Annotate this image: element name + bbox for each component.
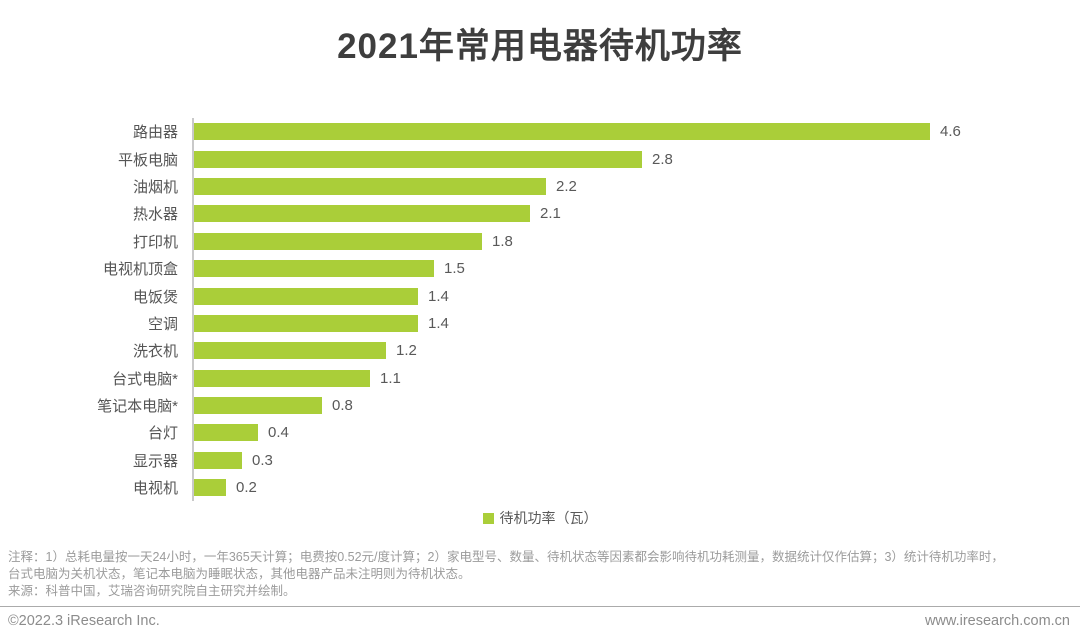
chart-row: 油烟机 2.2	[0, 172, 1080, 201]
bar-track: 0.8	[192, 391, 1080, 420]
source-line: 来源：科普中国，艾瑞咨询研究院自主研究并绘制。	[8, 583, 296, 598]
bar	[194, 314, 418, 332]
chart-row: 显示器 0.3	[0, 446, 1080, 475]
bar-track: 2.1	[192, 200, 1080, 228]
category-label: 电视机顶盒	[102, 261, 178, 279]
chart-row: 台灯 0.4	[0, 419, 1080, 447]
category-label: 热水器	[132, 206, 178, 224]
footer-divider	[0, 606, 1080, 607]
bar	[194, 123, 930, 141]
bar	[194, 150, 642, 168]
bar	[194, 369, 370, 387]
footer: ©2022.3 iResearch Inc. www.iresearch.com…	[8, 613, 1070, 629]
legend-label: 待机功率（瓦）	[499, 510, 598, 526]
bar	[194, 177, 546, 195]
bar-track: 2.8	[192, 145, 1080, 173]
bar-track: 1.5	[192, 254, 1080, 283]
category-label: 笔记本电脑*	[97, 398, 178, 416]
bar-track: 2.2	[192, 172, 1080, 201]
bar-track: 0.2	[192, 474, 1080, 502]
value-label: 1.1	[380, 369, 401, 387]
chart-row: 电饭煲 1.4	[0, 282, 1080, 310]
value-label: 1.4	[428, 287, 449, 305]
category-label: 路由器	[132, 124, 178, 142]
bar-track: 0.3	[192, 446, 1080, 475]
value-label: 1.4	[428, 314, 449, 332]
category-label: 平板电脑	[117, 151, 178, 169]
footnotes: 注释：1）总耗电量按一天24小时，一年365天计算；电费按0.52元/度计算；2…	[8, 549, 1072, 599]
value-label: 0.8	[332, 397, 353, 415]
bar-track: 1.8	[192, 227, 1080, 255]
category-label: 台式电脑*	[112, 370, 178, 388]
bar-chart: 路由器 4.6 平板电脑 2.8 油烟机 2.2 热水器 2.1 打印机 1.8 电视机顶盒 1.5 电…	[0, 118, 1080, 502]
category-label: 打印机	[132, 233, 178, 251]
chart-row: 平板电脑 2.8	[0, 145, 1080, 173]
value-label: 2.2	[556, 177, 577, 195]
value-label: 2.1	[540, 205, 561, 223]
value-label: 1.2	[396, 342, 417, 360]
chart-row: 电视机顶盒 1.5	[0, 254, 1080, 283]
category-label: 台灯	[147, 425, 178, 443]
bar-track: 1.1	[192, 364, 1080, 392]
category-label: 电饭煲	[132, 288, 178, 306]
bar	[194, 205, 530, 223]
value-label: 0.2	[236, 479, 257, 497]
bar-track: 1.4	[192, 282, 1080, 310]
value-label: 0.3	[252, 451, 273, 469]
bar	[194, 232, 482, 250]
bar-track: 0.4	[192, 419, 1080, 447]
value-label: 1.8	[492, 232, 513, 250]
value-label: 0.4	[268, 424, 289, 442]
value-label: 4.6	[940, 123, 961, 141]
chart-title: 2021年常用电器待机功率	[337, 27, 743, 66]
chart-row: 电视机 0.2	[0, 474, 1080, 502]
category-label: 显示器	[132, 452, 178, 470]
category-label: 油烟机	[132, 178, 178, 196]
category-label: 洗衣机	[132, 343, 178, 361]
bar-track: 1.4	[192, 309, 1080, 338]
value-label: 1.5	[444, 260, 465, 278]
bar-track: 4.6	[192, 118, 1080, 146]
chart-legend: 待机功率（瓦）	[0, 508, 1080, 528]
bar	[194, 397, 322, 415]
bar	[194, 342, 386, 360]
bar	[194, 424, 258, 442]
footnote-line-1: 注释：1）总耗电量按一天24小时，一年365天计算；电费按0.52元/度计算；2…	[8, 550, 1004, 564]
chart-row: 洗衣机 1.2	[0, 337, 1080, 365]
chart-row: 热水器 2.1	[0, 200, 1080, 228]
chart-row: 空调 1.4	[0, 309, 1080, 338]
chart-row: 台式电脑* 1.1	[0, 364, 1080, 392]
category-label: 空调	[147, 315, 178, 333]
website-text: www.iresearch.com.cn	[924, 613, 1070, 629]
footnote-line-2: 台式电脑为关机状态，笔记本电脑为睡眠状态，其他电器产品未注明则为待机状态。	[8, 566, 471, 581]
chart-row: 路由器 4.6	[0, 118, 1080, 146]
bar	[194, 479, 226, 497]
bar	[194, 260, 434, 278]
copyright-text: ©2022.3 iResearch Inc.	[8, 613, 160, 629]
value-label: 2.8	[652, 150, 673, 168]
bar	[194, 287, 418, 305]
chart-row: 打印机 1.8	[0, 227, 1080, 255]
legend-swatch-icon	[482, 512, 494, 524]
chart-row: 笔记本电脑* 0.8	[0, 391, 1080, 420]
category-label: 电视机	[132, 480, 178, 498]
bar	[194, 451, 242, 469]
bar-track: 1.2	[192, 337, 1080, 365]
